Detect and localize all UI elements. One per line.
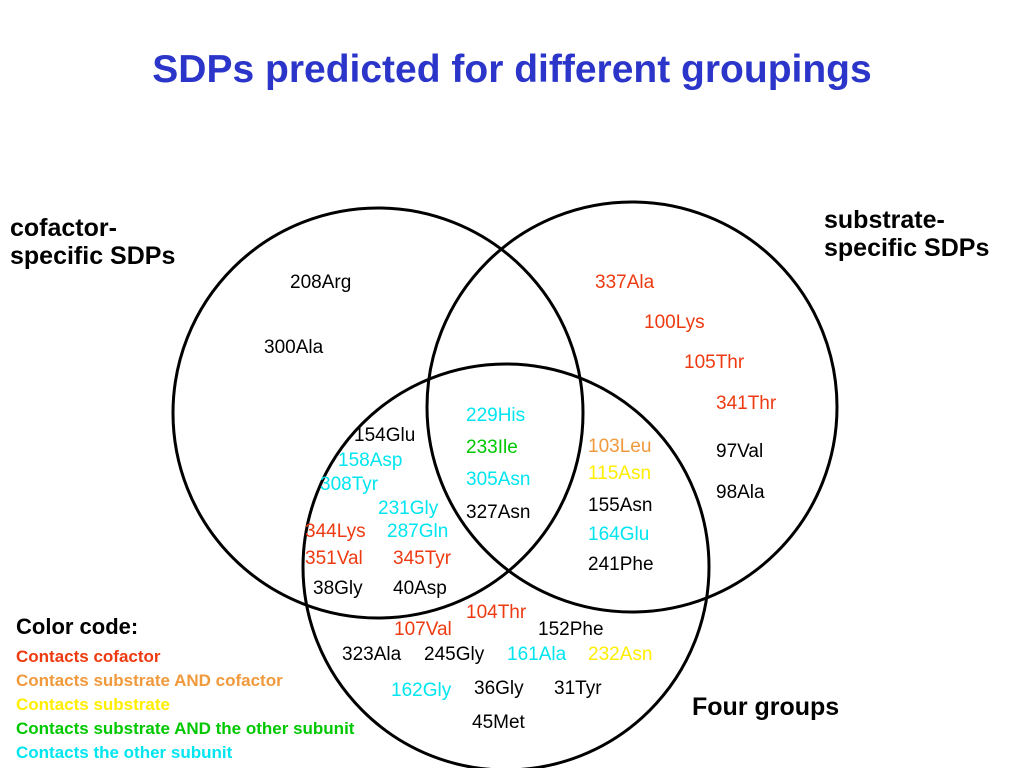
- cofactor-group-label: cofactor- specific SDPs: [10, 214, 175, 270]
- substrate-group-label: substrate- specific SDPs: [824, 206, 989, 262]
- cofactor-group-label-line1: cofactor-: [10, 214, 117, 242]
- sdp-label: 40Asp: [393, 578, 447, 599]
- color-legend: Color code: Contacts cofactor Contacts s…: [16, 614, 354, 765]
- sdp-label: 341Thr: [716, 393, 777, 414]
- sdp-label: 98Ala: [716, 482, 765, 503]
- sdp-label: 323Ala: [342, 644, 402, 665]
- sdp-label: 300Ala: [264, 337, 324, 358]
- sdp-label: 107Val: [394, 619, 452, 640]
- sdp-label: 241Phe: [588, 554, 654, 575]
- sdp-label: 229His: [466, 405, 526, 426]
- legend-item: Contacts the other subunit: [16, 743, 233, 762]
- sdp-label: 104Thr: [466, 602, 527, 623]
- legend-item: Contacts cofactor: [16, 647, 161, 666]
- sdp-label: 233Ile: [466, 437, 518, 458]
- four-groups-label: Four groups: [692, 693, 840, 721]
- sdp-label: 154Glu: [354, 425, 416, 446]
- sdp-label: 308Tyr: [320, 474, 379, 495]
- sdp-label: 105Thr: [684, 352, 745, 373]
- sdp-label: 158Asp: [338, 450, 403, 471]
- sdp-label: 31Tyr: [554, 678, 602, 699]
- sdp-label: 164Glu: [588, 524, 650, 545]
- sdp-label: 162Gly: [391, 680, 452, 701]
- sdp-label: 161Ala: [507, 644, 567, 665]
- sdp-label: 287Gln: [387, 521, 449, 542]
- sdp-label: 155Asn: [588, 495, 653, 516]
- legend-title: Color code:: [16, 614, 139, 639]
- cofactor-circle: [171, 206, 585, 620]
- sdp-label: 100Lys: [644, 312, 705, 333]
- legend-item: Contacts substrate AND the other subunit: [16, 719, 355, 738]
- sdp-label: 115Asn: [588, 463, 652, 484]
- sdp-label: 103Leu: [588, 436, 652, 457]
- sdp-label: 45Met: [472, 712, 525, 733]
- sdp-label: 344Lys: [305, 521, 366, 542]
- sdp-label: 245Gly: [424, 644, 485, 665]
- sdp-label: 232Asn: [588, 644, 653, 665]
- cofactor-group-label-line2: specific SDPs: [10, 242, 176, 270]
- sdp-label: 345Tyr: [393, 548, 452, 569]
- slide-title: SDPs predicted for different groupings: [152, 48, 872, 91]
- sdp-label: 231Gly: [378, 498, 439, 519]
- legend-item: Contacts substrate: [16, 695, 170, 714]
- sdp-label: 97Val: [716, 441, 764, 462]
- sdp-label: 36Gly: [474, 678, 524, 699]
- sdp-label: 337Ala: [595, 272, 655, 293]
- sdp-label: 152Phe: [538, 619, 604, 640]
- substrate-group-label-line1: substrate-: [824, 206, 945, 234]
- legend-item: Contacts substrate AND cofactor: [16, 671, 283, 690]
- sdp-label: 351Val: [305, 548, 363, 569]
- sdp-label: 208Arg: [290, 272, 352, 293]
- substrate-group-label-line2: specific SDPs: [824, 234, 990, 262]
- sdp-label: 38Gly: [313, 578, 363, 599]
- sdp-label: 327Asn: [466, 502, 531, 523]
- substrate-circle: [425, 200, 839, 614]
- four-groups-circle: [301, 362, 711, 768]
- sdp-label: 305Asn: [466, 469, 531, 490]
